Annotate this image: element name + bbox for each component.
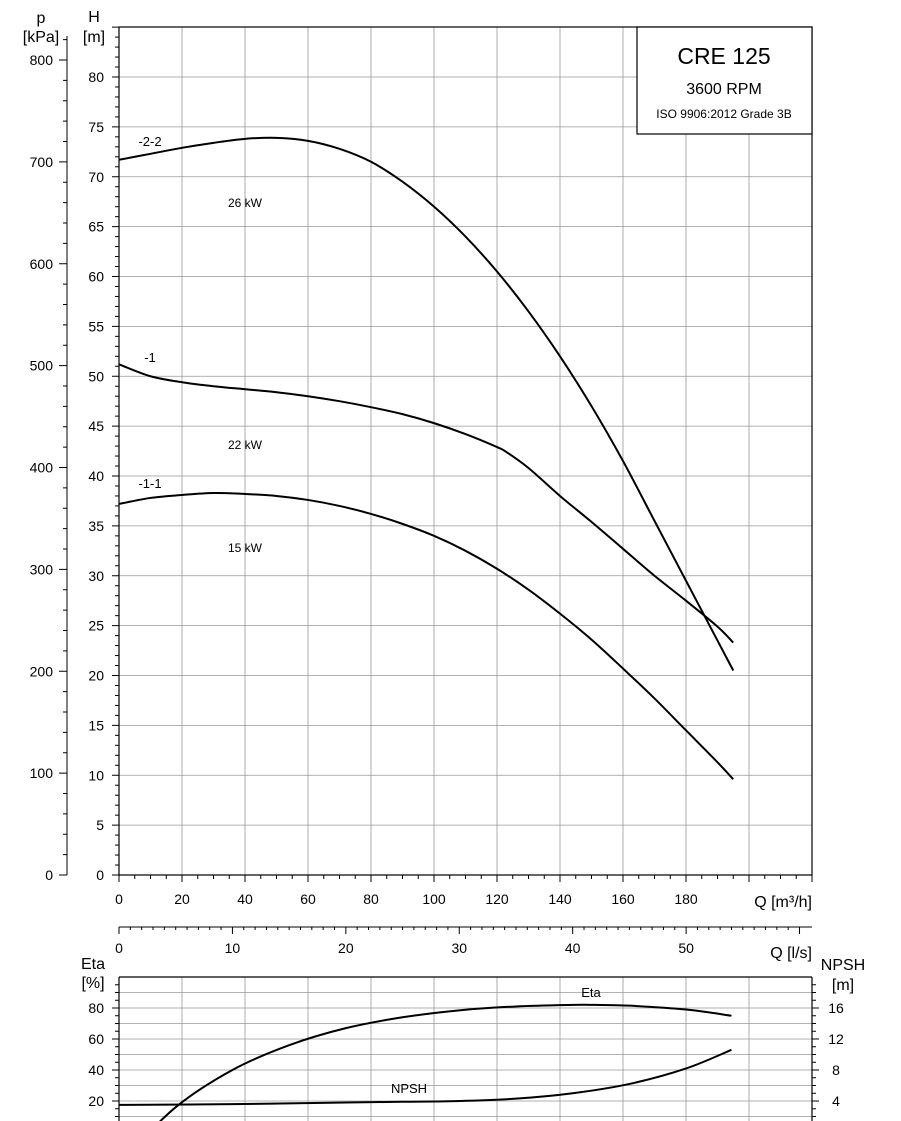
x-tick-label: 140 (548, 891, 572, 907)
eta-axis-unit: [%] (81, 975, 104, 992)
p-tick-label: 600 (30, 256, 54, 272)
curve-label: -2-2 (138, 134, 161, 149)
x-axis-title: Q [m³/h] (754, 894, 812, 911)
efficiency-npsh-chart: 0 10 20 30 40 50 Q [l/s] 20 40 60 80 Eta [%] 4 8 12 16 NP… (81, 926, 865, 1121)
y-tick-label: 20 (88, 668, 104, 684)
curve-label: -1 (144, 350, 156, 365)
curve-1 (118, 136, 735, 671)
y-tick-label: 15 (88, 717, 104, 733)
legend-speed: 3600 RPM (686, 81, 762, 98)
x-tick-label: 180 (674, 891, 698, 907)
ls-tick-label: 0 (115, 940, 123, 956)
npsh-tick-label: 12 (828, 1031, 844, 1047)
p-axis-title: p (37, 10, 46, 27)
p-tick-label: 700 (30, 154, 54, 170)
power-label: 15 kW (228, 541, 263, 555)
y-tick-label: 25 (88, 618, 104, 634)
p-tick-label: 300 (30, 561, 54, 577)
eta-curve-label: Eta (581, 985, 601, 1000)
y-tick-label: 65 (88, 219, 104, 235)
y-tick-label: 60 (88, 269, 104, 285)
ls-tick-label: 10 (225, 940, 241, 956)
legend-title: CRE 125 (677, 43, 770, 69)
plot-frame (118, 26, 813, 876)
y-tick-label: 5 (96, 817, 104, 833)
eta-axis-title: Eta (81, 956, 105, 973)
ls-tick-label: 50 (678, 940, 694, 956)
y-tick-label: 55 (88, 318, 104, 334)
p-tick-label: 400 (30, 460, 54, 476)
y-tick-label: 30 (88, 568, 104, 584)
power-label: 26 kW (228, 196, 263, 210)
npsh-axis-unit: [m] (832, 977, 854, 994)
npsh-tick-label: 4 (832, 1093, 840, 1109)
curve-3 (118, 491, 734, 780)
p-tick-label: 0 (45, 867, 53, 883)
y-tick-label: 75 (88, 119, 104, 135)
npsh-axis-title: NPSH (821, 957, 865, 974)
legend-standard: ISO 9906:2012 Grade 3B (656, 107, 791, 121)
p-tick-label: 500 (30, 358, 54, 374)
curve-label: -1-1 (138, 476, 161, 491)
x-tick-label: 20 (174, 891, 190, 907)
p-tick-label: 100 (30, 765, 54, 781)
p-tick-label: 800 (30, 52, 54, 68)
eta-tick-label: 60 (88, 1031, 104, 1047)
x-tick-label: 120 (485, 891, 509, 907)
npsh-curve-label: NPSH (391, 1081, 427, 1096)
npsh-curve (119, 1048, 732, 1106)
eta-curve (158, 1003, 732, 1121)
ls-tick-label: 30 (451, 940, 467, 956)
eta-tick-label: 20 (88, 1093, 104, 1109)
npsh-tick-label: 8 (832, 1062, 840, 1078)
x-tick-label: 100 (422, 891, 446, 907)
x-tick-label: 80 (363, 891, 379, 907)
y-tick-label: 80 (88, 69, 104, 85)
eta-tick-label: 80 (88, 1000, 104, 1016)
y-tick-label: 50 (88, 368, 104, 384)
power-label: 22 kW (228, 438, 263, 452)
y-tick-label: 40 (88, 468, 104, 484)
h-axis-title: H (88, 9, 100, 26)
h-axis-unit: [m] (83, 29, 105, 46)
x-tick-label: 160 (611, 891, 635, 907)
y-tick-label: 35 (88, 518, 104, 534)
x-tick-label: 0 (115, 891, 123, 907)
ls-tick-label: 40 (565, 940, 581, 956)
legend-box (636, 26, 813, 135)
ls-tick-label: 20 (338, 940, 354, 956)
head-chart: 0510152025303540455055606570758001002003… (23, 9, 813, 911)
curve-2 (118, 363, 734, 644)
p-tick-label: 200 (30, 663, 54, 679)
p-axis-unit: [kPa] (23, 29, 59, 46)
eta-tick-label: 40 (88, 1062, 104, 1078)
ls-axis-title: Q [l/s] (770, 945, 812, 962)
y-tick-label: 70 (88, 169, 104, 185)
y-tick-label: 10 (88, 767, 104, 783)
x-tick-label: 60 (300, 891, 316, 907)
x-tick-label: 40 (237, 891, 253, 907)
y-tick-label: 0 (96, 867, 104, 883)
npsh-tick-label: 16 (828, 1000, 844, 1016)
y-tick-label: 45 (88, 418, 104, 434)
